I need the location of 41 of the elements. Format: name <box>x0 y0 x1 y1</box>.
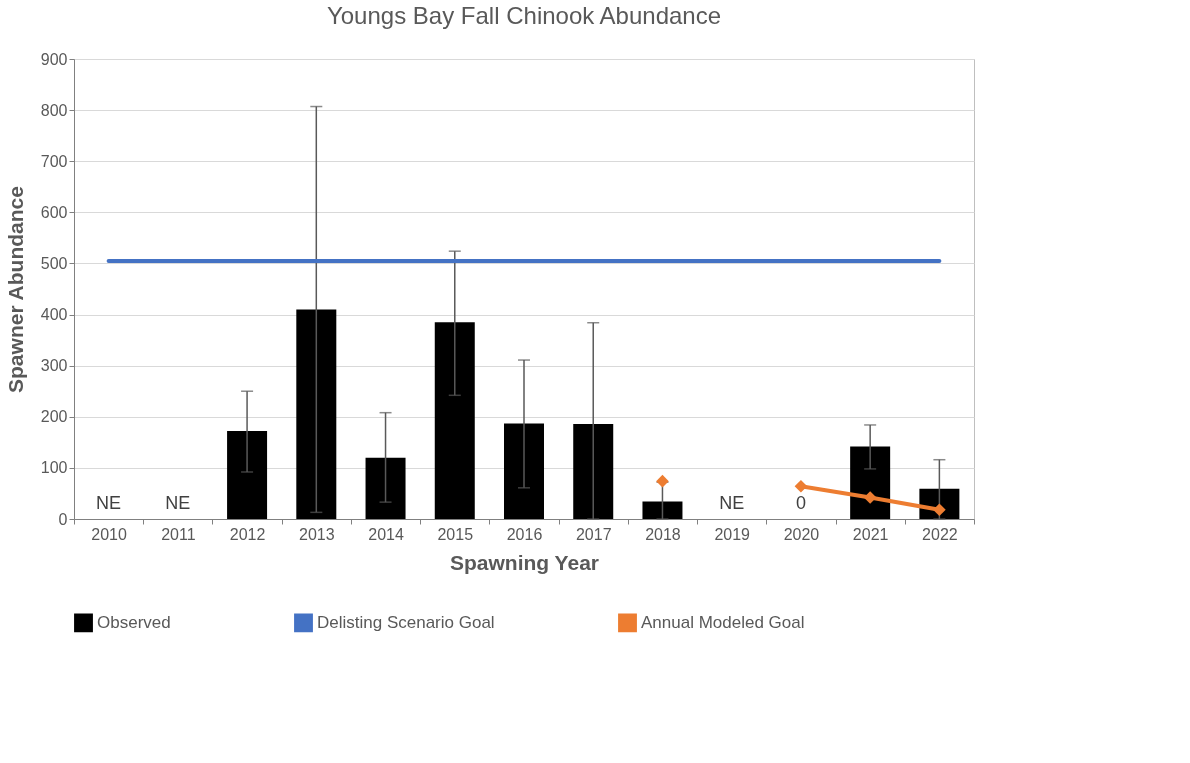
x-tick-label: 2013 <box>299 525 335 543</box>
x-tick-label: 2018 <box>645 525 681 543</box>
x-tick-label: 2010 <box>91 525 128 543</box>
y-tick-label: 300 <box>40 357 68 375</box>
x-tick-label: 2015 <box>437 525 474 543</box>
x-axis-title: Spawning Year <box>450 550 599 574</box>
x-tick-label: 2019 <box>714 525 751 543</box>
chart-title: Youngs Bay Fall Chinook Abundance <box>326 2 722 29</box>
bar <box>296 309 337 519</box>
bar <box>434 322 475 519</box>
y-tick-label: 0 <box>58 510 68 528</box>
x-tick-label: 2016 <box>506 525 543 543</box>
x-tick-label: 2012 <box>229 525 266 543</box>
text: NE <box>165 493 191 513</box>
text: NE <box>96 493 122 513</box>
y-tick-label: 800 <box>40 101 68 119</box>
data-label: 0 <box>795 493 806 513</box>
y-tick-label: 500 <box>40 254 68 272</box>
y-tick-label: 900 <box>40 50 68 68</box>
y-tick-label: 200 <box>40 408 68 426</box>
bar <box>642 501 683 519</box>
text: NE <box>719 493 745 513</box>
x-tick-label: 2011 <box>161 525 196 543</box>
x-tick-label: 2020 <box>783 525 820 543</box>
bar <box>365 457 406 519</box>
legend-label: Delisting Scenario Goal <box>317 612 495 632</box>
y-tick-label: 400 <box>40 306 68 324</box>
x-tick-label: 2014 <box>368 525 404 543</box>
bar <box>573 423 614 519</box>
bar <box>850 446 891 519</box>
y-tick-label: 600 <box>40 203 68 221</box>
x-tick-label: 2021 <box>852 525 889 543</box>
legend-label: Observed <box>97 612 171 632</box>
y-tick-label: 700 <box>40 152 68 170</box>
bar <box>227 431 268 519</box>
legend-label: Annual Modeled Goal <box>641 612 805 632</box>
y-tick-label: 100 <box>40 459 68 477</box>
bar <box>504 423 544 519</box>
x-tick-label: 2017 <box>575 525 612 543</box>
y-axis-title: Spawner Abundance <box>3 186 27 393</box>
x-tick-label: 2022 <box>922 525 958 543</box>
